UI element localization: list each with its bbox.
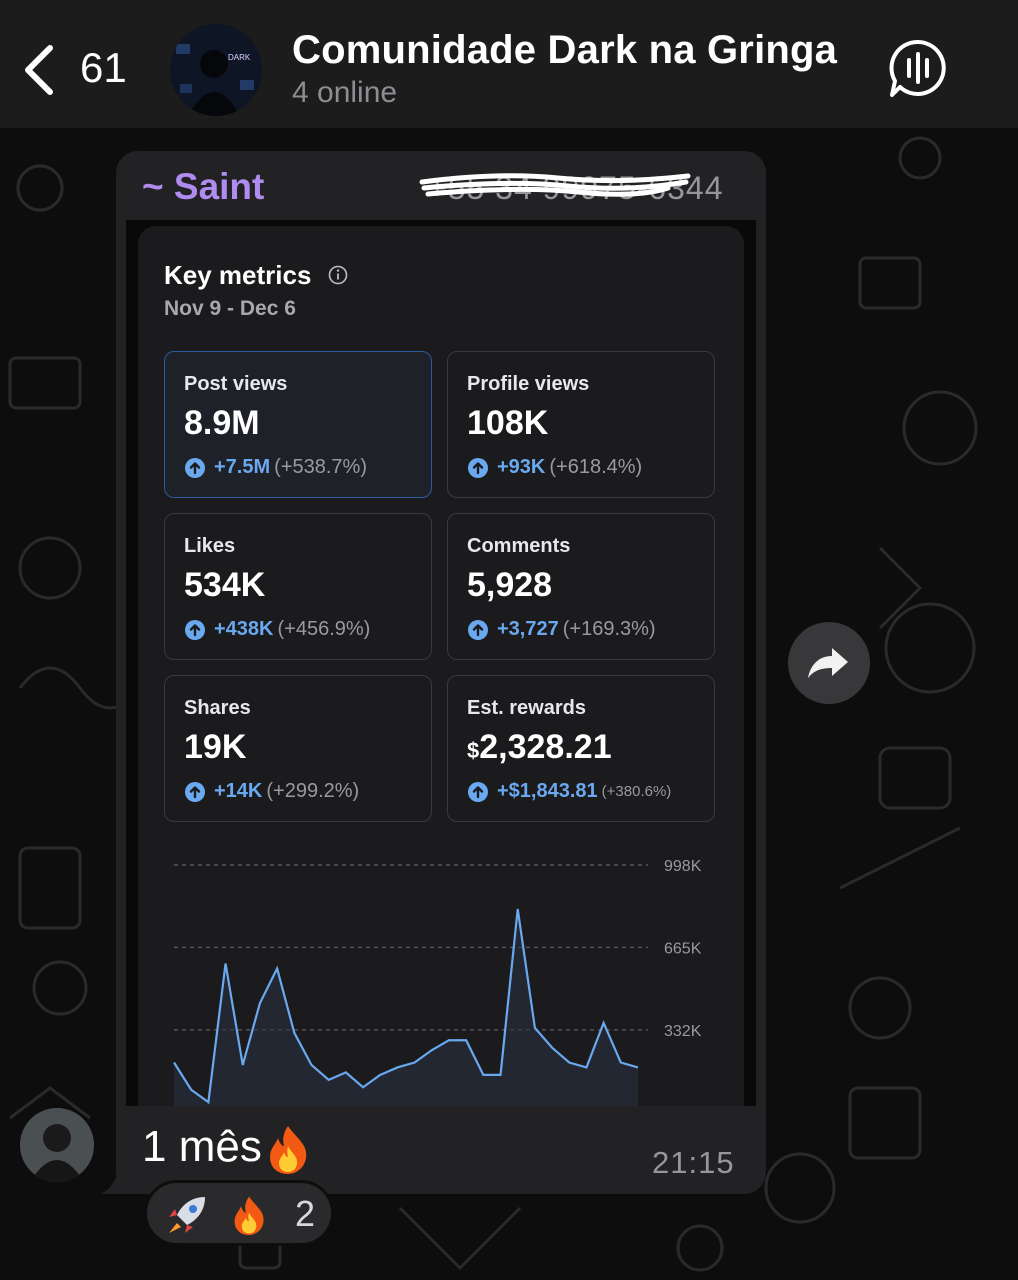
fire-reaction-icon <box>234 1196 264 1235</box>
reactions-pill[interactable]: 2 <box>144 1180 334 1246</box>
message-caption: 1 mês <box>142 1122 310 1175</box>
metric-label: Profile views <box>467 373 590 395</box>
metric-change: +438K (+456.9%) <box>184 618 370 641</box>
metric-change: +$1,843.81 (+380.6%) <box>467 780 671 803</box>
metric-change: +7.5M (+538.7%) <box>184 456 367 479</box>
arrow-up-circle-icon <box>468 457 488 478</box>
metric-value: 534K <box>184 566 266 604</box>
chat-header: 61 DARK Comunidade Dark na Gringa 4 onli… <box>0 0 1018 128</box>
metric-delta: +3,727 <box>497 618 559 640</box>
arrow-up-circle-icon <box>185 781 205 802</box>
metric-delta: +14K <box>214 780 263 802</box>
arrow-up-circle-icon <box>468 781 488 802</box>
metric-delta: +$1,843.81 <box>497 780 598 802</box>
y-tick-label: 998K <box>664 858 702 875</box>
avatar-text: DARK <box>228 53 251 62</box>
metric-percent: (+456.9%) <box>277 618 371 640</box>
metric-label: Post views <box>184 373 288 395</box>
metric-card[interactable]: Comments 5,928 +3,727 (+169.3%) <box>447 513 715 660</box>
metrics-dates: Nov 9 - Dec 6 <box>164 297 296 320</box>
message-time: 21:15 <box>652 1145 735 1180</box>
metric-label: Est. rewards <box>467 697 586 719</box>
metric-value: 5,928 <box>467 566 553 604</box>
chat-subtitle: 4 online <box>292 76 398 109</box>
unread-count[interactable]: 61 <box>80 44 127 91</box>
metric-value: $2,328.21 <box>467 728 612 766</box>
arrow-up-circle-icon <box>185 619 205 640</box>
metric-value: 108K <box>467 404 549 442</box>
metric-label: Comments <box>467 535 571 557</box>
redaction-scribble <box>419 173 691 197</box>
metric-percent: (+380.6%) <box>601 783 672 800</box>
metric-percent: (+169.3%) <box>562 618 656 640</box>
rocket-emoji-icon <box>169 1197 205 1233</box>
chat-title[interactable]: Comunidade Dark na Gringa <box>292 28 838 72</box>
metric-delta: +438K <box>214 618 274 640</box>
metric-card[interactable]: Post views 8.9M +7.5M (+538.7%) <box>164 351 432 498</box>
metric-percent: (+538.7%) <box>274 456 367 478</box>
metric-delta: +93K <box>497 456 546 478</box>
metric-percent: (+618.4%) <box>549 456 643 478</box>
metric-delta: +7.5M <box>214 456 271 478</box>
metric-change: +93K (+618.4%) <box>467 456 642 479</box>
metric-card[interactable]: Shares 19K +14K (+299.2%) <box>164 675 432 822</box>
views-chart: 998K 665K 332K <box>173 858 702 1106</box>
caption-text: 1 mês <box>142 1122 262 1171</box>
y-tick-label: 332K <box>664 1023 702 1040</box>
metric-card[interactable]: Likes 534K +438K (+456.9%) <box>164 513 432 660</box>
metric-card[interactable]: Est. rewards $2,328.21 +$1,843.81 (+380.… <box>447 675 715 822</box>
sender-avatar[interactable] <box>20 1108 94 1182</box>
metric-value: 8.9M <box>184 404 260 442</box>
arrow-up-circle-icon <box>468 619 488 640</box>
metric-value: 19K <box>184 728 247 766</box>
metric-change: +14K (+299.2%) <box>184 780 359 803</box>
sender-name[interactable]: ~ Saint <box>142 166 265 207</box>
metric-value-prefix: $ <box>467 738 480 763</box>
group-avatar[interactable]: DARK <box>170 24 262 116</box>
fire-emoji-icon <box>269 1126 307 1175</box>
forward-button[interactable] <box>788 622 870 704</box>
reaction-count: 2 <box>295 1193 316 1234</box>
metric-card[interactable]: Profile views 108K +93K (+618.4%) <box>447 351 715 498</box>
arrow-up-circle-icon <box>185 457 205 478</box>
forward-arrow-icon <box>808 648 848 678</box>
y-tick-label: 665K <box>664 940 702 957</box>
metric-change: +3,727 (+169.3%) <box>467 618 656 641</box>
voice-chat-icon[interactable] <box>888 38 948 98</box>
metrics-title: Key metrics <box>164 260 312 290</box>
metric-label: Likes <box>184 535 236 557</box>
metric-label: Shares <box>184 697 251 719</box>
back-arrow-icon[interactable] <box>18 40 68 100</box>
info-icon <box>328 265 348 285</box>
chart-area <box>174 909 638 1106</box>
metric-percent: (+299.2%) <box>266 780 360 802</box>
chart-line <box>173 908 639 1105</box>
